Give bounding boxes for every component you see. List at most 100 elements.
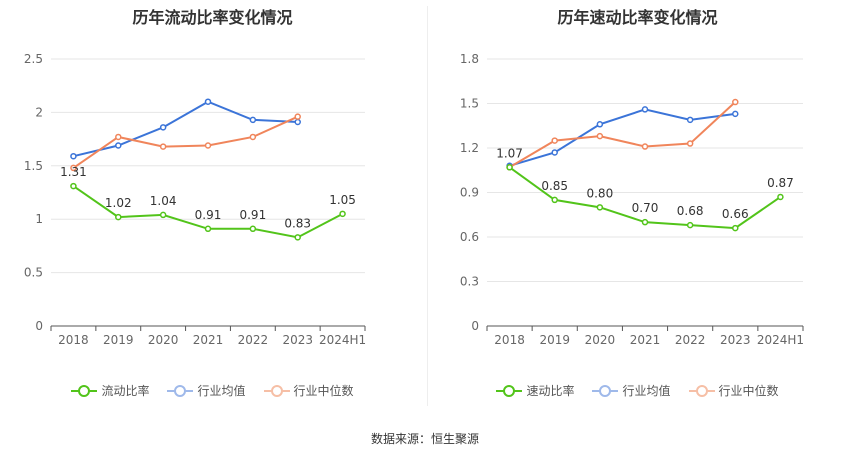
data-point-0 bbox=[70, 182, 77, 190]
data-point-1 bbox=[596, 121, 604, 128]
y-tick-label: 0.5 bbox=[24, 266, 43, 280]
series-line-2 bbox=[509, 101, 736, 169]
panel-divider bbox=[427, 6, 428, 406]
legend-marker-icon bbox=[167, 384, 194, 398]
legend-item-median[interactable]: 行业中位数 bbox=[263, 382, 354, 399]
data-point-0 bbox=[686, 221, 694, 229]
data-label: 0.87 bbox=[767, 176, 794, 190]
y-tick-label: 2.5 bbox=[24, 52, 43, 66]
data-point-0 bbox=[551, 196, 558, 204]
data-point-1 bbox=[732, 110, 739, 118]
data-point-1 bbox=[159, 124, 167, 131]
legend-marker-icon bbox=[496, 384, 523, 398]
data-point-2 bbox=[204, 142, 212, 149]
x-tick-label: 2019 bbox=[539, 333, 570, 347]
data-label: 1.31 bbox=[60, 165, 87, 179]
data-point-0 bbox=[339, 210, 346, 218]
data-label: 0.80 bbox=[586, 186, 613, 200]
data-label: 0.70 bbox=[632, 201, 659, 215]
y-tick-label: 0.6 bbox=[460, 230, 479, 244]
data-point-1 bbox=[686, 116, 694, 124]
data-point-2 bbox=[641, 143, 649, 150]
chart-panel-quick-ratio: 历年速动比率变化情况 0 0.3 0.6 0.9 1.2 1.5 1.8 2018 2019 20… bbox=[425, 0, 850, 420]
chart-panel-current-ratio: 历年流动比率变化情况 0 0.5 1 1.5 2 2.5 2018 2019 2020 2021 2… bbox=[0, 0, 425, 420]
data-label: 0.91 bbox=[195, 208, 222, 222]
legend-label: 行业中位数 bbox=[718, 384, 779, 398]
data-point-0 bbox=[641, 218, 649, 226]
legend-marker-icon bbox=[263, 384, 290, 398]
data-point-0 bbox=[777, 193, 784, 201]
legend-marker-icon bbox=[71, 384, 98, 398]
x-tick-label: 2021 bbox=[193, 333, 224, 347]
chart-title: 历年流动比率变化情况 bbox=[132, 8, 293, 27]
data-point-0 bbox=[294, 234, 301, 241]
data-point-1 bbox=[641, 106, 649, 113]
x-tick-label: 2020 bbox=[585, 333, 616, 347]
data-point-1 bbox=[70, 152, 77, 160]
data-point-1 bbox=[204, 98, 212, 105]
legend-label: 行业均值 bbox=[622, 384, 671, 398]
legend-item-median[interactable]: 行业中位数 bbox=[688, 382, 779, 399]
data-label: 0.66 bbox=[722, 207, 749, 221]
data-point-1 bbox=[115, 142, 122, 149]
data-label: 0.85 bbox=[541, 179, 568, 193]
data-point-2 bbox=[551, 137, 558, 144]
x-tick-label: 2018 bbox=[494, 333, 525, 347]
data-label: 0.68 bbox=[677, 204, 704, 218]
y-tick-label: 1.2 bbox=[460, 141, 479, 155]
data-point-1 bbox=[249, 116, 257, 124]
x-tick-label: 2023 bbox=[720, 333, 751, 347]
legend-marker-icon bbox=[688, 384, 715, 398]
data-point-0 bbox=[115, 213, 122, 221]
legend-label: 行业均值 bbox=[197, 384, 246, 398]
x-tick-label: 2021 bbox=[630, 333, 661, 347]
y-tick-label: 0.9 bbox=[460, 186, 479, 200]
legend-item-main[interactable]: 流动比率 bbox=[71, 382, 149, 399]
data-point-0 bbox=[249, 225, 257, 233]
x-tick-label: 2022 bbox=[675, 333, 706, 347]
data-label: 0.91 bbox=[239, 208, 266, 222]
data-point-2 bbox=[732, 98, 739, 106]
data-point-2 bbox=[249, 133, 257, 141]
x-tick-label: 2018 bbox=[58, 333, 89, 347]
data-point-1 bbox=[551, 149, 558, 156]
data-point-0 bbox=[732, 224, 739, 232]
data-point-1 bbox=[294, 118, 301, 126]
x-tick-label: 2024H1 bbox=[319, 333, 366, 347]
y-tick-label: 1.8 bbox=[460, 52, 479, 66]
data-point-2 bbox=[115, 133, 122, 141]
series-line-2 bbox=[72, 115, 299, 169]
y-tick-label: 1.5 bbox=[24, 159, 43, 173]
y-tick-label: 1.5 bbox=[460, 97, 479, 111]
chart-plot-current-ratio: 0 0.5 1 1.5 2 2.5 2018 2019 2020 2021 2022 2023 2024… bbox=[24, 52, 366, 347]
data-label: 0.83 bbox=[284, 216, 311, 230]
legend-item-avg[interactable]: 行业均值 bbox=[167, 382, 246, 399]
legend-item-main[interactable]: 速动比率 bbox=[496, 382, 574, 399]
y-tick-label: 0 bbox=[471, 319, 479, 333]
legend-item-avg[interactable]: 行业均值 bbox=[592, 382, 671, 399]
chart-legend: 速动比率 行业均值 行业中位数 bbox=[425, 382, 850, 399]
x-tick-label: 2020 bbox=[148, 333, 179, 347]
data-label: 1.05 bbox=[329, 193, 356, 207]
x-tick-label: 2024H1 bbox=[757, 333, 804, 347]
data-point-2 bbox=[596, 132, 604, 140]
data-point-2 bbox=[159, 143, 167, 150]
chart-plot-quick-ratio: 0 0.3 0.6 0.9 1.2 1.5 1.8 2018 2019 2020 2021 2022 2… bbox=[460, 52, 804, 347]
data-point-0 bbox=[159, 211, 167, 219]
legend-label: 速动比率 bbox=[526, 384, 575, 398]
data-point-2 bbox=[294, 113, 301, 120]
data-point-0 bbox=[596, 204, 604, 211]
chart-legend: 流动比率 行业均值 行业中位数 bbox=[0, 382, 425, 399]
x-tick-label: 2019 bbox=[103, 333, 134, 347]
x-tick-label: 2022 bbox=[238, 333, 269, 347]
data-label: 1.07 bbox=[496, 146, 523, 160]
data-point-2 bbox=[70, 164, 77, 172]
series-line-1 bbox=[509, 108, 736, 167]
legend-marker-icon bbox=[592, 384, 619, 398]
y-tick-label: 2 bbox=[35, 105, 43, 119]
data-point-0 bbox=[506, 164, 513, 171]
chart-title: 历年速动比率变化情况 bbox=[557, 8, 718, 27]
legend-label: 行业中位数 bbox=[293, 384, 354, 398]
data-label: 1.04 bbox=[150, 194, 177, 208]
series-line-1 bbox=[73, 100, 298, 158]
